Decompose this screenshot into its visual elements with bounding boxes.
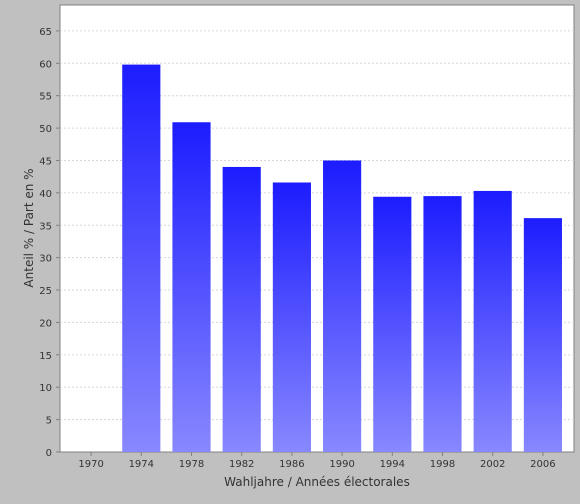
- x-tick-label: 2002: [480, 459, 505, 470]
- bar-1986: [272, 182, 311, 453]
- y-tick-label: 10: [39, 383, 52, 394]
- y-tick-label: 30: [39, 254, 52, 265]
- bars: [122, 64, 562, 453]
- bar-2002: [473, 190, 512, 452]
- y-tick-label: 25: [39, 286, 52, 297]
- y-tick-label: 15: [39, 351, 52, 362]
- bar-1990: [323, 160, 362, 452]
- bar-1994: [373, 196, 412, 452]
- x-tick-label: 1970: [78, 459, 103, 470]
- y-tick-label: 50: [39, 124, 52, 135]
- y-tick-label: 35: [39, 221, 52, 232]
- y-tick-label: 40: [39, 189, 52, 200]
- y-tick-label: 65: [39, 27, 52, 38]
- x-axis-ticks: 1970 1974 1978 1982 1986 1990 1994 1998 2002 2006: [78, 452, 556, 470]
- bar-1982: [222, 166, 261, 452]
- x-tick-label: 1978: [179, 459, 204, 470]
- bar-2006: [523, 218, 562, 452]
- x-tick-label: 1998: [430, 459, 455, 470]
- x-tick-label: 1994: [380, 459, 405, 470]
- y-tick-label: 55: [39, 92, 52, 103]
- x-tick-label: 1990: [329, 459, 354, 470]
- y-axis-ticks: 0 5 10 15 20 25 30 35 40 45 50 55 60 65: [39, 27, 60, 459]
- bar-1998: [423, 196, 462, 452]
- x-tick-label: 1974: [129, 459, 154, 470]
- y-tick-label: 0: [46, 448, 52, 459]
- y-tick-label: 5: [46, 416, 52, 427]
- x-tick-label: 1982: [229, 459, 254, 470]
- x-tick-label: 2006: [530, 459, 555, 470]
- y-tick-label: 20: [39, 318, 52, 329]
- y-tick-label: 45: [39, 156, 52, 167]
- y-axis-label: Anteil % / Part en %: [22, 168, 36, 287]
- bar-1974: [122, 64, 161, 452]
- x-tick-label: 1986: [279, 459, 304, 470]
- y-tick-label: 60: [39, 59, 52, 70]
- x-axis-label: Wahljahre / Années électorales: [224, 475, 410, 489]
- bar-1978: [172, 122, 211, 452]
